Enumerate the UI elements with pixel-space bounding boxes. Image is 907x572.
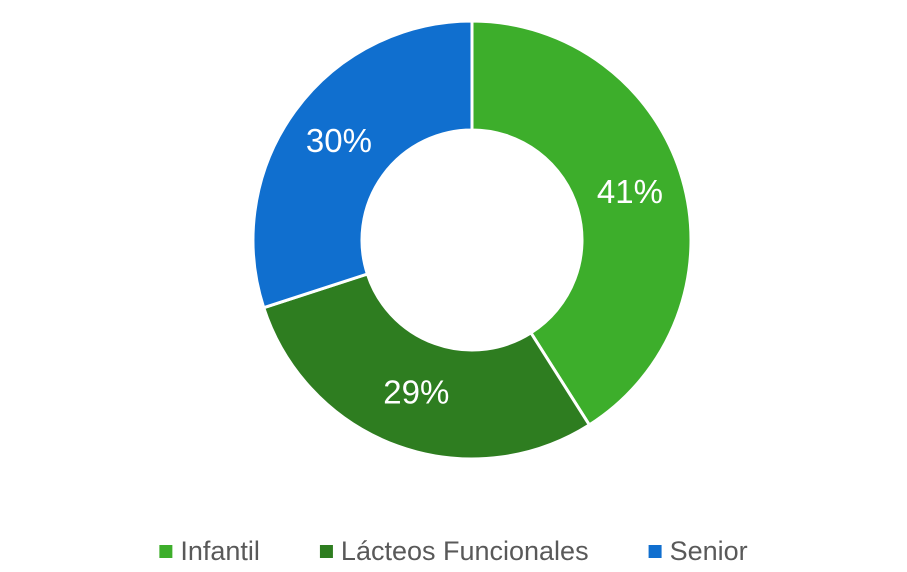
donut-slice bbox=[470, 19, 693, 427]
legend-label: Infantil bbox=[180, 536, 260, 566]
value-label: 29% bbox=[383, 373, 449, 410]
donut-slice bbox=[251, 19, 474, 310]
legend-label: Senior bbox=[670, 536, 748, 566]
legend-swatch bbox=[319, 545, 333, 558]
legend-label: Lácteos Funcionales bbox=[341, 536, 589, 566]
value-label: 41% bbox=[597, 173, 663, 210]
legend-swatch bbox=[159, 545, 173, 558]
legend-swatch bbox=[648, 545, 662, 558]
value-label: 30% bbox=[306, 122, 372, 159]
donut-slice bbox=[261, 272, 592, 461]
